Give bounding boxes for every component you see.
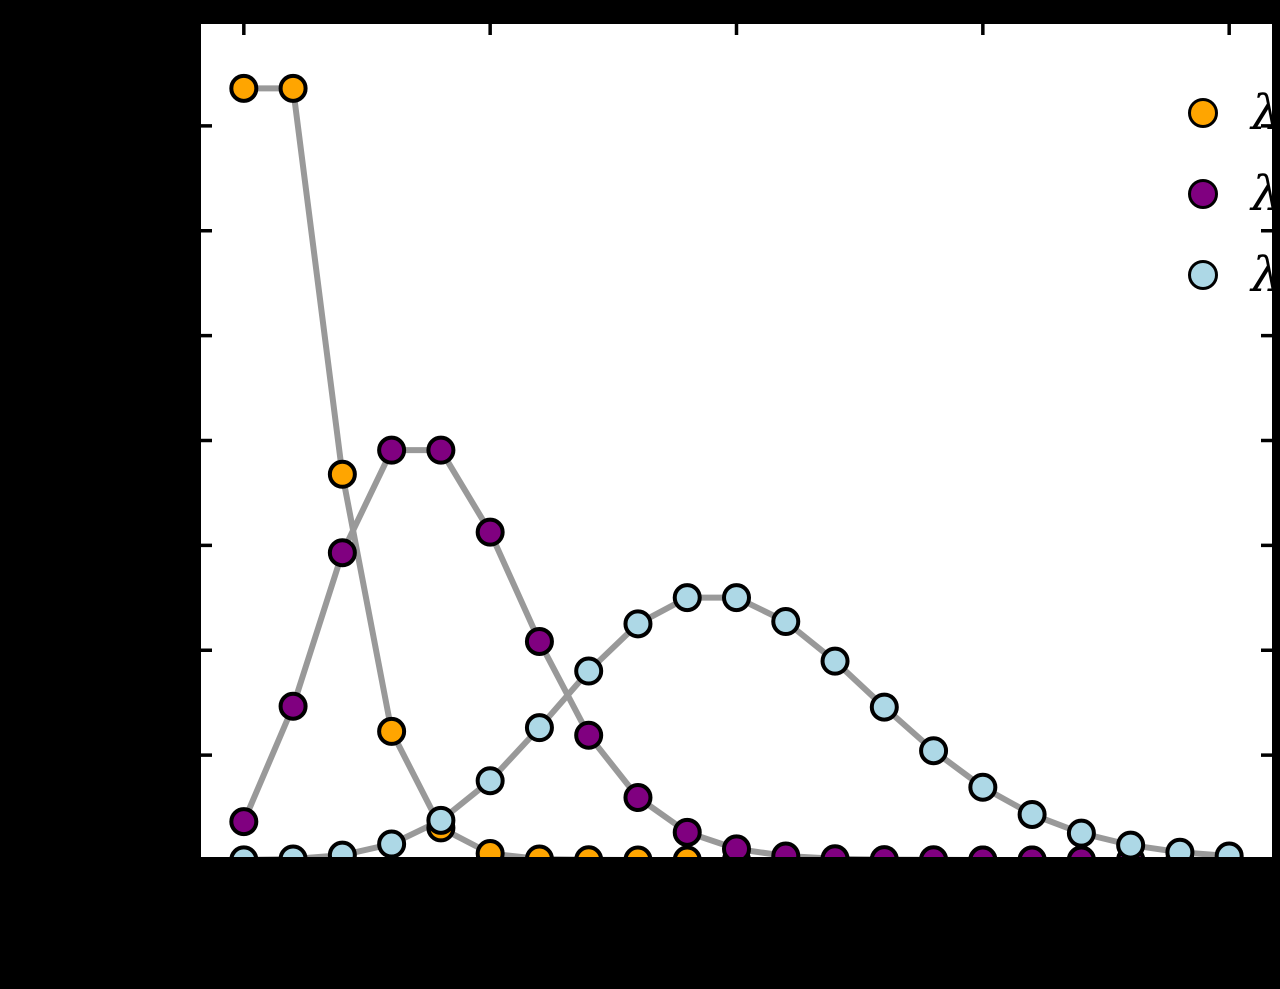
data-point-lambda-4-x-0 [229, 807, 259, 837]
data-point-lambda-10-x-20 [1214, 841, 1244, 860]
data-point-lambda-10-x-10 [722, 583, 751, 613]
data-point-lambda-10-x-6 [524, 713, 554, 743]
legend-label: λ= 1 [1251, 89, 1280, 137]
data-point-lambda-10-x-16 [1017, 799, 1047, 829]
legend-marker-circle-icon [1188, 178, 1218, 209]
legend-marker-circle-icon [1188, 259, 1218, 290]
data-point-lambda-10-x-17 [1066, 818, 1096, 848]
data-point-lambda-4-x-10 [722, 834, 751, 860]
plot-area: λ= 1 λ= 4 λ= 10 [198, 21, 1280, 860]
data-point-lambda-10-x-9 [672, 583, 702, 613]
data-point-lambda-10-x-7 [574, 656, 604, 686]
data-point-lambda-10-x-3 [377, 829, 407, 859]
data-point-lambda-1-x-0 [229, 73, 259, 103]
data-point-lambda-4-x-8 [623, 782, 653, 812]
lambda-symbol: λ [1251, 165, 1280, 222]
legend-item-lambda-10: λ= 10 [1188, 234, 1280, 315]
data-point-lambda-4-x-3 [377, 435, 407, 465]
legend-label: λ= 4 [1251, 170, 1280, 218]
data-point-lambda-10-x-15 [968, 772, 998, 802]
poisson-chart-svg [198, 21, 1275, 860]
data-point-lambda-4-x-6 [524, 626, 554, 656]
data-point-lambda-10-x-13 [869, 692, 899, 722]
data-point-lambda-4-x-4 [426, 435, 456, 465]
data-point-lambda-1-x-5 [475, 839, 505, 860]
data-point-lambda-1-x-9 [672, 845, 702, 860]
data-point-lambda-10-x-2 [327, 840, 357, 860]
axes-spines [198, 21, 1275, 860]
data-point-lambda-10-x-12 [820, 646, 850, 676]
series-line-lambda-4 [241, 447, 1230, 860]
data-point-lambda-4-x-11 [771, 841, 801, 860]
data-point-lambda-4-x-2 [327, 538, 357, 568]
data-point-lambda-10-x-18 [1116, 830, 1146, 860]
data-point-lambda-4-x-16 [1017, 845, 1047, 860]
data-point-lambda-4-x-1 [278, 691, 308, 721]
data-point-lambda-10-x-8 [623, 609, 653, 639]
lambda-symbol: λ [1251, 246, 1280, 303]
legend-label: λ= 10 [1251, 251, 1280, 299]
data-point-lambda-10-x-14 [919, 736, 949, 766]
data-point-lambda-1-x-1 [278, 73, 308, 103]
legend-item-lambda-4: λ= 4 [1188, 153, 1280, 234]
data-point-lambda-1-x-8 [623, 845, 653, 860]
legend-item-lambda-1: λ= 1 [1188, 72, 1280, 153]
data-point-lambda-1-x-3 [377, 716, 407, 746]
legend-marker-circle-icon [1188, 97, 1218, 128]
data-point-lambda-10-x-4 [426, 805, 456, 835]
series-line-lambda-1 [243, 85, 1230, 860]
data-point-lambda-1-x-2 [327, 459, 357, 489]
lambda-symbol: λ [1251, 84, 1280, 141]
data-point-lambda-4-x-9 [672, 817, 702, 847]
data-point-lambda-10-x-11 [771, 607, 801, 637]
data-point-lambda-10-x-5 [475, 766, 505, 796]
data-point-lambda-10-x-19 [1165, 837, 1195, 860]
data-point-lambda-4-x-5 [475, 517, 505, 547]
data-point-lambda-4-x-15 [968, 845, 998, 860]
legend: λ= 1 λ= 4 λ= 10 [1188, 72, 1280, 315]
data-point-lambda-4-x-7 [574, 720, 604, 750]
